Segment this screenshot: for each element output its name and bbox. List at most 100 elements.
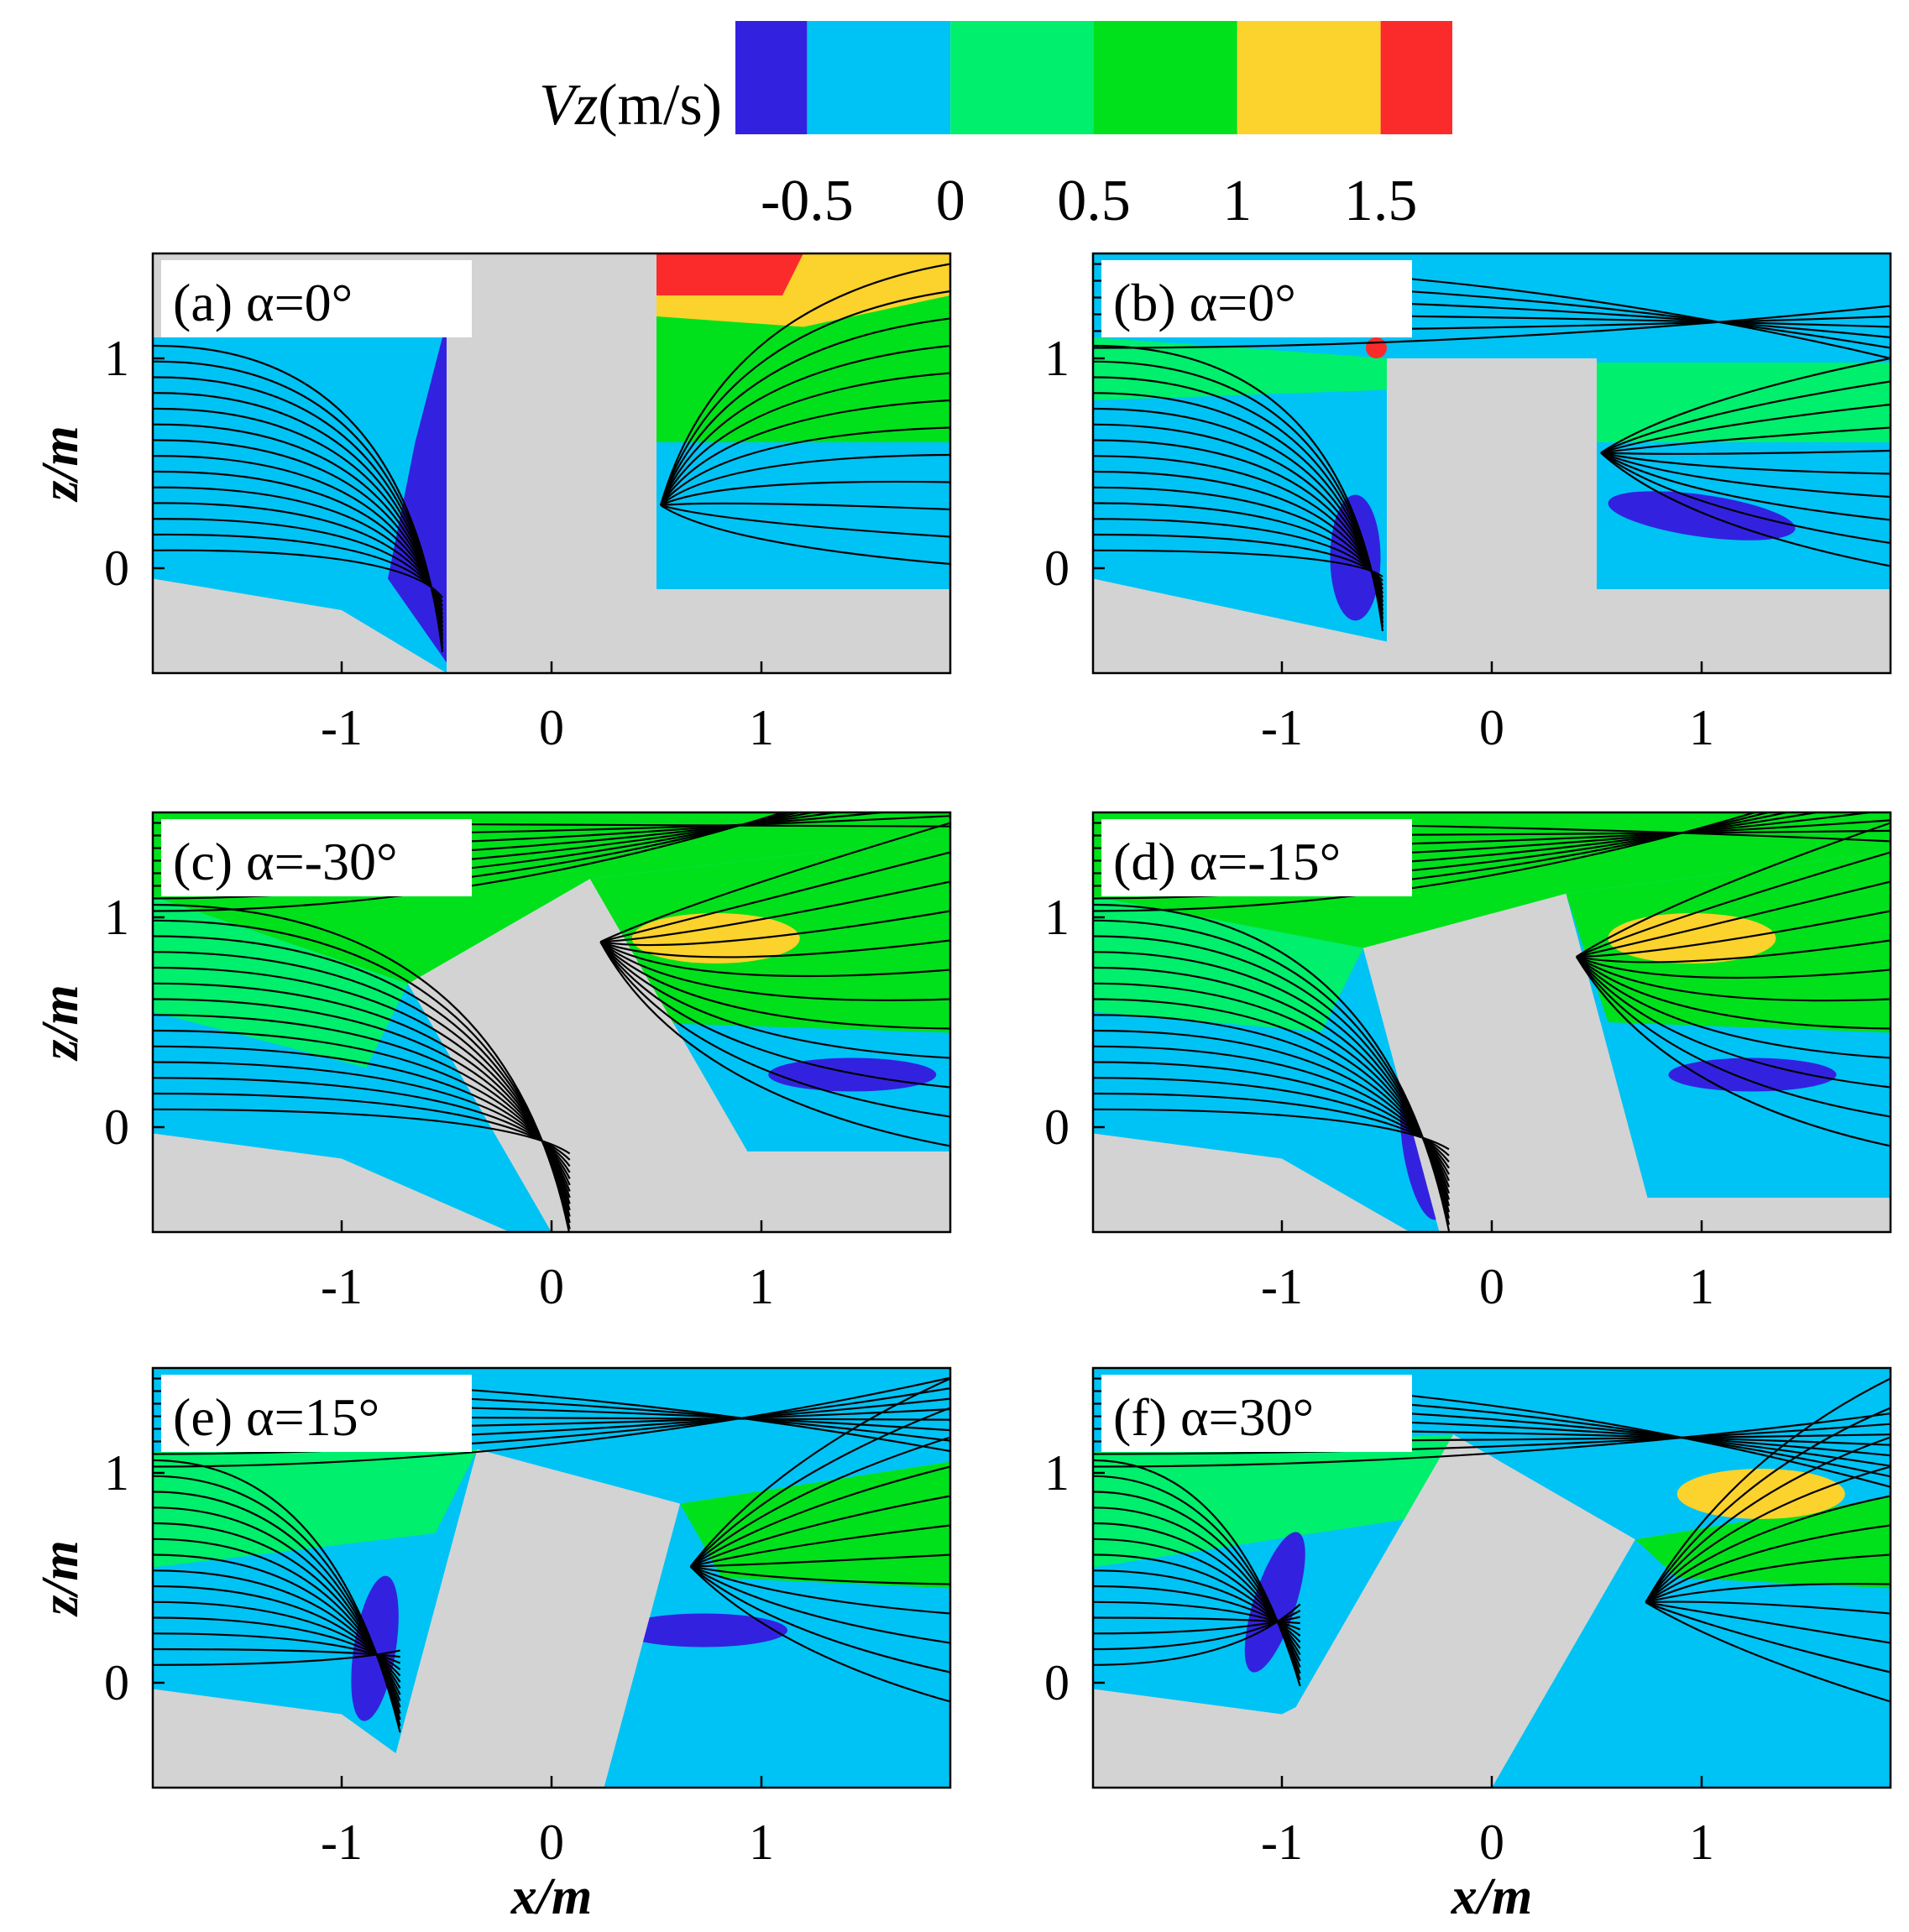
colorbar-band xyxy=(1237,21,1381,134)
streamline xyxy=(153,549,443,598)
z-tick-label: 1 xyxy=(104,331,129,386)
streamline xyxy=(1645,1465,1891,1603)
panel-label-part: =-30° xyxy=(275,832,398,891)
streamline xyxy=(1645,1583,1891,1604)
streamline xyxy=(690,1553,950,1568)
panel-label-part: =30° xyxy=(1208,1387,1314,1447)
colorbar: Vz(m/s) -0.5 0 0.5 1 1.5 xyxy=(539,21,1452,233)
streamline xyxy=(1645,1524,1891,1604)
streamline xyxy=(1093,1616,1300,1635)
panel-label: (e) α=15° xyxy=(173,1387,379,1447)
streamline xyxy=(599,941,950,978)
streamline xyxy=(1576,956,1891,1030)
x-axis-label: x/m xyxy=(1451,1868,1532,1925)
x-tick-label: -1 xyxy=(321,1815,363,1870)
streamline xyxy=(153,1649,400,1666)
x-tick-label: 1 xyxy=(1689,1259,1714,1314)
panel-label-part: (b) xyxy=(1113,273,1190,332)
x-tick-label: 0 xyxy=(1479,1815,1504,1870)
streamline xyxy=(1645,1601,1891,1703)
streamline xyxy=(1576,955,1891,1002)
streamline xyxy=(1600,403,1891,454)
colorbar-tick-label: 0 xyxy=(936,169,965,233)
panel-plot-area xyxy=(153,253,950,673)
streamline xyxy=(1600,380,1891,454)
panel-label-part: (f) xyxy=(1113,1387,1180,1447)
x-tick-label: 0 xyxy=(539,700,564,755)
streamline xyxy=(1575,956,1891,1118)
streamline xyxy=(659,290,950,506)
panel-label-part: =15° xyxy=(275,1387,380,1447)
panel-label-part: =-15° xyxy=(1217,832,1341,891)
contour-region xyxy=(1676,1469,1845,1519)
streamline xyxy=(1645,1553,1891,1604)
contour-region xyxy=(656,253,803,295)
streamline xyxy=(1576,910,1891,958)
streamline xyxy=(153,1616,401,1670)
panel-label-box xyxy=(161,1375,472,1452)
streamline xyxy=(660,372,950,506)
x-tick-label: -1 xyxy=(1261,1259,1303,1314)
x-tick-label: 0 xyxy=(1479,700,1504,755)
panel-label-part: (c) xyxy=(173,832,246,891)
streamline xyxy=(1576,956,1891,1059)
panel-label-box xyxy=(161,819,472,896)
z-axis-label: z/m xyxy=(32,1540,89,1617)
panel-label-box xyxy=(1101,1375,1412,1452)
streamline xyxy=(1645,1600,1891,1615)
contour-region xyxy=(1668,1057,1837,1092)
contour-region xyxy=(768,1057,937,1092)
colorbar-tick-label: 1 xyxy=(1222,169,1252,233)
x-tick-label: -1 xyxy=(1261,1815,1303,1870)
colorbar-band xyxy=(950,21,1094,134)
streamline xyxy=(660,399,950,506)
streamline xyxy=(153,1647,400,1658)
streamline xyxy=(1576,822,1891,958)
panel-e: -1 0 1 0 1 (e) α=15° z/m x/m xyxy=(32,1366,952,1925)
streamline xyxy=(600,851,950,943)
colorbar-unit: (m/s) xyxy=(598,73,722,138)
x-tick-label: 0 xyxy=(539,1259,564,1314)
streamline xyxy=(1093,1569,1301,1643)
streamline xyxy=(153,812,786,912)
x-tick-label: 1 xyxy=(749,1815,774,1870)
panel-label-part: =0° xyxy=(1217,273,1296,332)
streamline xyxy=(689,1465,950,1568)
streamline xyxy=(153,1387,950,1455)
contour-region xyxy=(153,1449,478,1568)
streamline xyxy=(153,1376,950,1468)
panel-label: (c) α=-30° xyxy=(173,832,398,891)
streamline xyxy=(1645,1601,1891,1674)
colorbar-band xyxy=(1094,21,1237,134)
streamline xyxy=(1093,1616,1300,1625)
x-tick-label: 0 xyxy=(539,1815,564,1870)
streamline xyxy=(1600,452,1891,475)
contour-region xyxy=(1093,1434,1454,1568)
panel-c: -1 0 1 0 1 (c) α=-30° z/m xyxy=(32,811,952,1314)
streamline xyxy=(599,941,950,1059)
colorbar-tick-labels: -0.5 0 0.5 1 1.5 xyxy=(761,169,1417,233)
colorbar-tick-label: 1.5 xyxy=(1344,169,1418,233)
contour-region xyxy=(153,337,447,673)
streamline xyxy=(1093,1412,1891,1468)
streamline xyxy=(660,504,950,566)
streamline xyxy=(1093,1108,1450,1151)
contour-region xyxy=(1608,491,1796,540)
panel-plot-area xyxy=(1093,812,1891,1232)
streamline xyxy=(1575,956,1891,1147)
streamline xyxy=(659,344,950,506)
streamline xyxy=(1093,1600,1301,1631)
colorbar-band xyxy=(1380,21,1452,134)
streamline xyxy=(690,1524,950,1568)
panel-label: (f) α=30° xyxy=(1113,1387,1314,1447)
panels: -1 0 101(a) α=0°z/m-1 0 101(b) α=0°-1 0 101(c)… xyxy=(32,252,1892,1925)
z-tick-label: 1 xyxy=(1044,1445,1070,1501)
streamline xyxy=(1576,939,1891,963)
contour-region xyxy=(620,1613,788,1647)
x-tick-label: 1 xyxy=(749,1259,774,1314)
contour-region xyxy=(1634,1497,1891,1589)
streamline xyxy=(660,480,950,507)
panel-label-box xyxy=(1101,819,1412,896)
streamline xyxy=(600,880,950,943)
panel-label: (b) α=0° xyxy=(1113,273,1296,332)
